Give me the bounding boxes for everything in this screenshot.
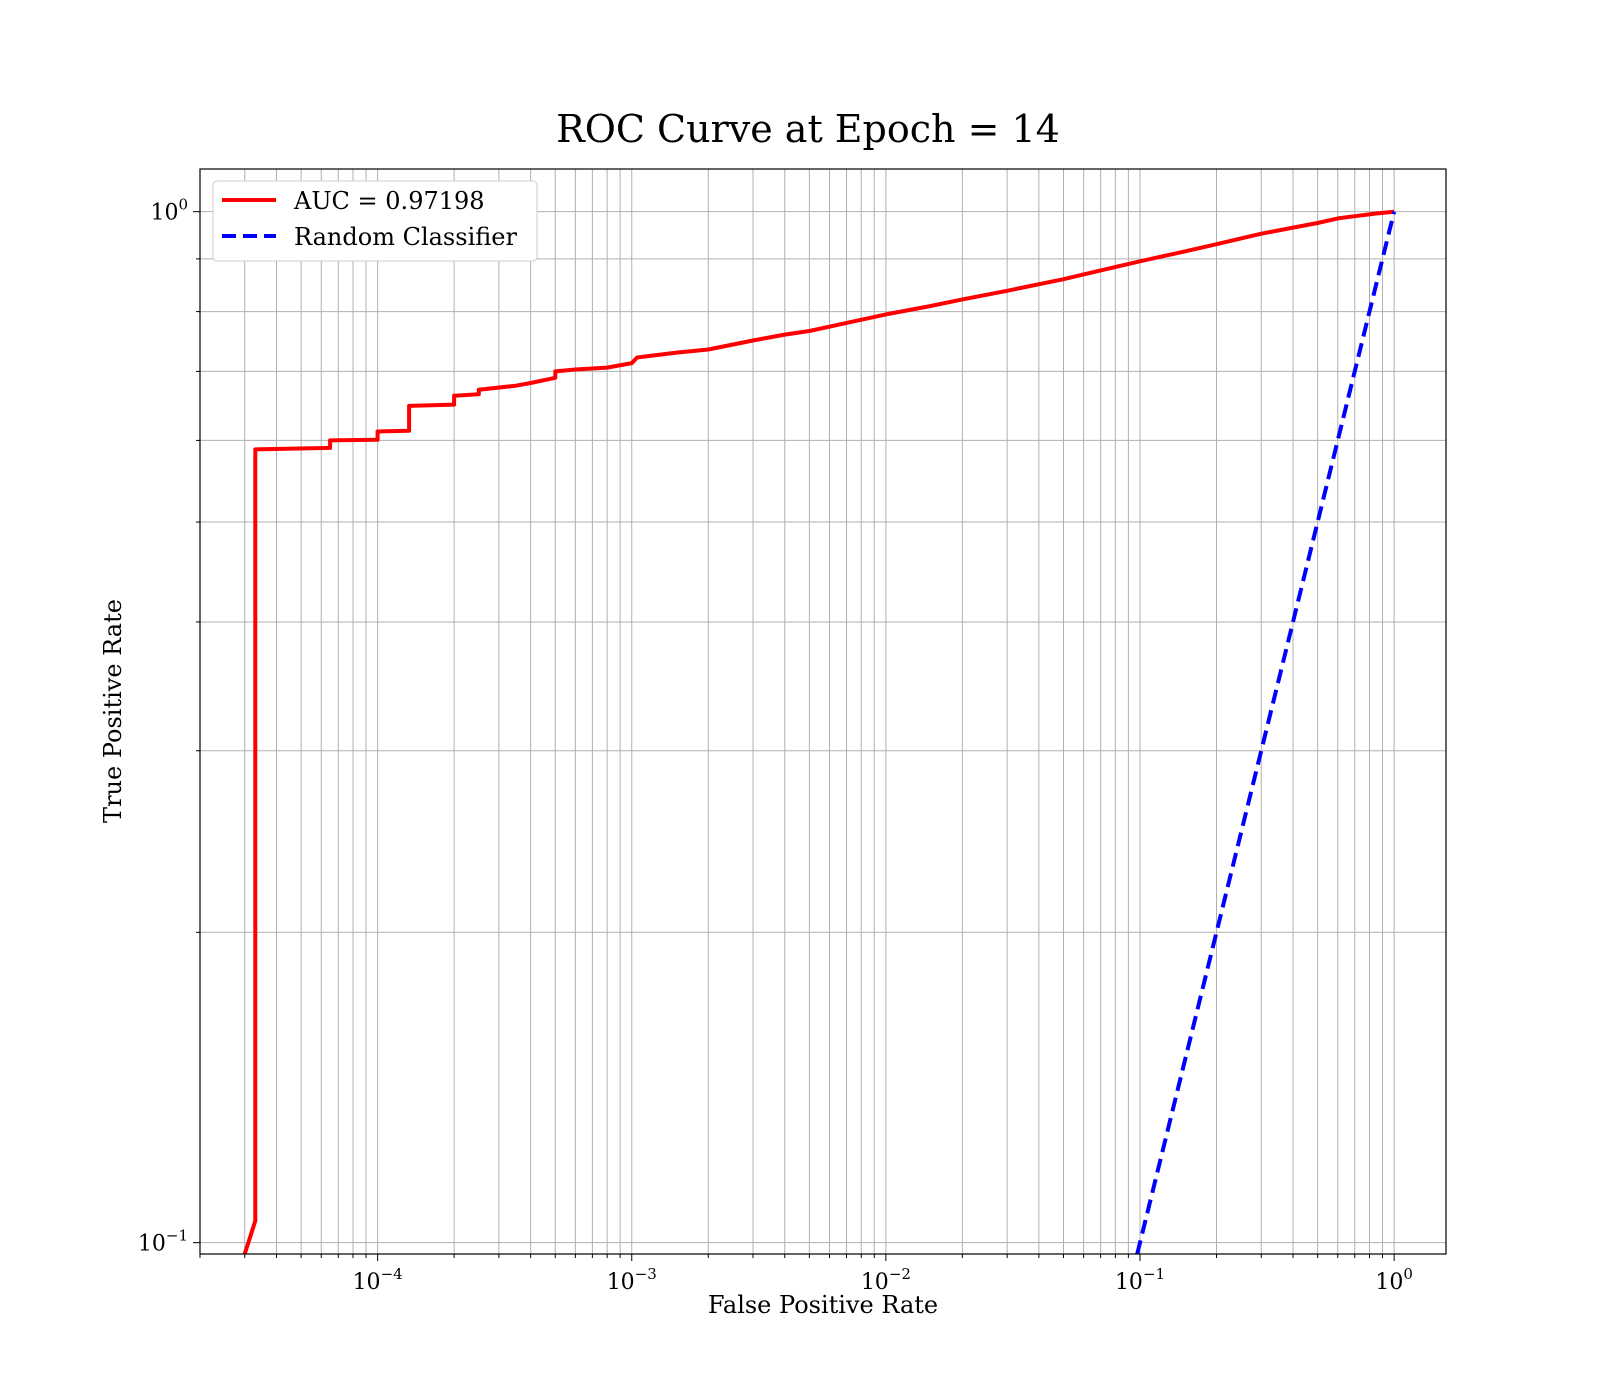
x-tick-label: 10−3 [607,1265,657,1295]
series-layer [242,209,1397,1255]
y-axis-label: True Positive Rate [99,599,127,823]
plot-area-frame [199,168,1447,1255]
ticks: 10−4 10−3 10−2 10−1 100 10−1 100 [138,196,1413,1295]
grid [199,169,1446,1254]
legend: AUC = 0.97198 Random Classifier [212,180,538,262]
x-tick-label: 100 [1375,1265,1413,1295]
roc-curve-line [242,209,1395,1255]
legend-frame [212,180,538,262]
x-tick-label: 10−4 [353,1265,403,1295]
y-tick-label: 10−1 [138,1227,188,1257]
y-tick-label: 100 [150,196,188,226]
x-tick-label: 10−1 [1115,1265,1165,1295]
x-axis-label: False Positive Rate [708,1291,938,1319]
random-classifier-line [1135,211,1397,1255]
chart-title: ROC Curve at Epoch = 14 [556,107,1060,151]
x-tick-label: 10−2 [861,1265,911,1295]
legend-label-random: Random Classifier [294,223,517,251]
legend-label-auc: AUC = 0.97198 [293,187,485,215]
